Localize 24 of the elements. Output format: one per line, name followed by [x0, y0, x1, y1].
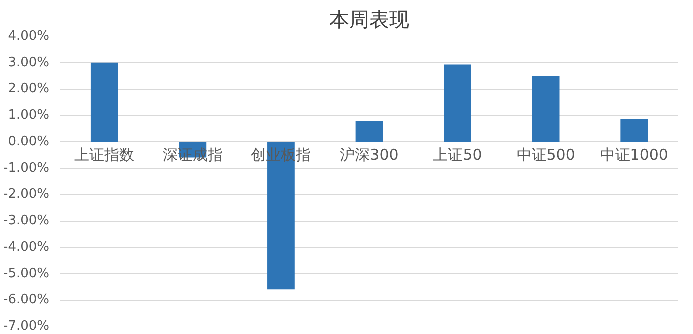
bar [532, 76, 560, 142]
y-tick-label: 3.00% [8, 55, 50, 70]
x-tick-label: 沪深300 [340, 146, 399, 164]
y-tick-label: 0.00% [8, 134, 50, 150]
x-tick-label: 上证指数 [74, 146, 135, 164]
bar [356, 121, 384, 142]
x-tick-label: 中证500 [516, 146, 576, 164]
y-tick-label: 2.00% [8, 82, 50, 97]
y-tick-label: 4.00% [8, 29, 50, 44]
bar [444, 64, 472, 142]
bar [268, 142, 295, 290]
y-tick-label: -4.00% [4, 240, 50, 255]
y-tick-label: 1.00% [8, 108, 50, 124]
y-tick-label: -1.00% [4, 160, 50, 176]
bar [90, 62, 118, 142]
y-tick-label: -2.00% [4, 187, 50, 202]
y-tick-label: -3.00% [4, 214, 50, 229]
chart-title: 本周表现 [330, 8, 410, 32]
x-tick-label: 上证50 [433, 146, 482, 164]
y-tick-label: -6.00% [4, 292, 50, 308]
bar [620, 119, 648, 142]
y-tick-label: -5.00% [4, 266, 50, 282]
x-tick-label: 中证1000 [600, 146, 668, 164]
y-tick-label: -7.00% [4, 319, 50, 334]
